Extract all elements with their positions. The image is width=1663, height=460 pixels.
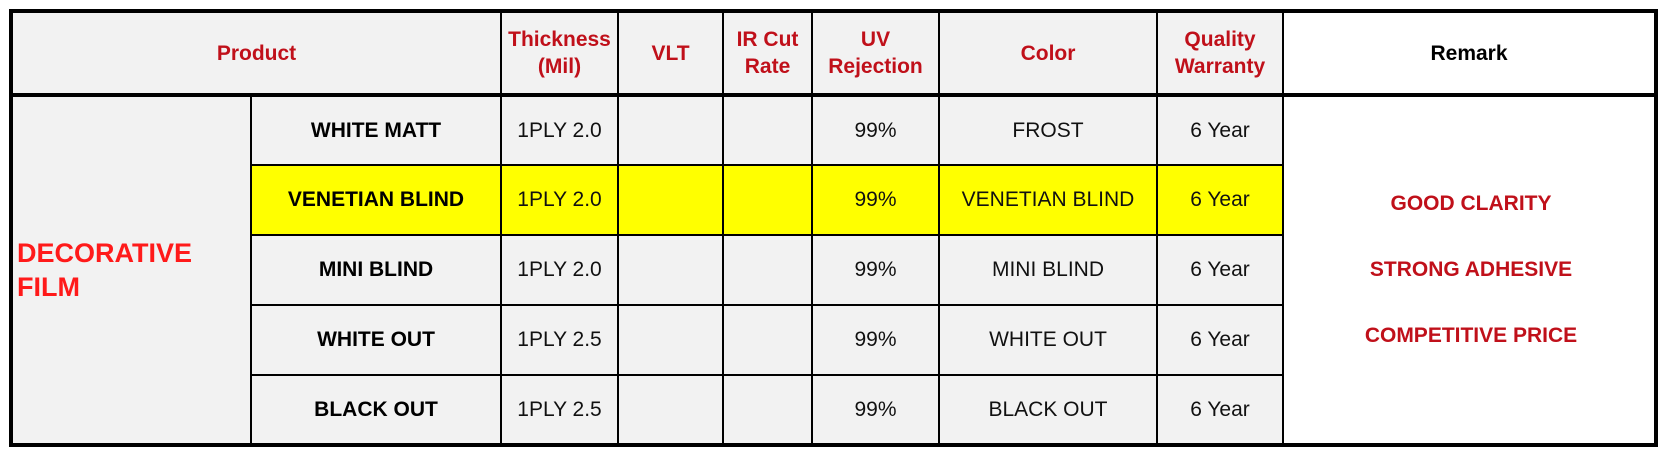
header-thickness: Thickness (Mil)	[500, 9, 619, 98]
vlt-cell	[617, 234, 724, 307]
thickness-cell: 1PLY 2.5	[500, 304, 619, 377]
thickness-cell: 1PLY 2.5	[500, 374, 619, 446]
warranty-cell: 6 Year	[1156, 234, 1284, 307]
header-ir-cut: IR Cut Rate	[722, 9, 813, 98]
table-row: BLACK OUT 1PLY 2.5 99% BLACK OUT 6 Year	[11, 374, 1656, 446]
product-name: BLACK OUT	[250, 374, 502, 446]
ir-cell	[722, 94, 813, 167]
uv-cell: 99%	[811, 304, 940, 377]
uv-cell: 99%	[811, 94, 940, 167]
vlt-cell	[617, 164, 724, 237]
warranty-cell: 6 Year	[1156, 164, 1284, 237]
product-name: WHITE OUT	[250, 304, 502, 377]
table-row-highlighted: VENETIAN BLIND 1PLY 2.0 99% VENETIAN BLI…	[11, 164, 1656, 237]
remark-item: GOOD CLARITY	[1390, 192, 1552, 216]
color-cell: BLACK OUT	[938, 374, 1158, 446]
header-color: Color	[938, 9, 1158, 98]
product-name: MINI BLIND	[250, 234, 502, 307]
color-cell: FROST	[938, 94, 1158, 167]
vlt-cell	[617, 304, 724, 377]
color-cell: MINI BLIND	[938, 234, 1158, 307]
product-spec-table: Product Thickness (Mil) VLT IR Cut Rate UV…	[9, 9, 1658, 447]
warranty-cell: 6 Year	[1156, 94, 1284, 167]
vlt-cell	[617, 374, 724, 446]
product-name: WHITE MATT	[250, 94, 502, 167]
ir-cell	[722, 234, 813, 307]
table-row: MINI BLIND 1PLY 2.0 99% MINI BLIND 6 Yea…	[11, 234, 1656, 307]
table-row: WHITE OUT 1PLY 2.5 99% WHITE OUT 6 Year	[11, 304, 1656, 377]
header-warranty: Quality Warranty	[1156, 9, 1284, 98]
ir-cell	[722, 164, 813, 237]
product-name: VENETIAN BLIND	[250, 164, 502, 237]
ir-cell	[722, 304, 813, 377]
table-row: DECORATIVE FILM WHITE MATT 1PLY 2.0 99% F…	[10, 94, 1657, 446]
vlt-cell	[617, 94, 724, 167]
header-product: Product	[10, 9, 502, 98]
header-row: Product Thickness (Mil) VLT IR Cut Rate UV…	[10, 9, 1657, 98]
color-cell: WHITE OUT	[938, 304, 1158, 377]
header-remark: Remark	[1282, 9, 1657, 98]
ir-cell	[722, 374, 813, 446]
warranty-cell: 6 Year	[1156, 304, 1284, 377]
remark-item: STRONG ADHESIVE	[1369, 258, 1573, 282]
remarks-cell: GOOD CLARITY STRONG ADHESIVE COMPETITIVE…	[1282, 94, 1657, 446]
remark-item: COMPETITIVE PRICE	[1364, 324, 1578, 348]
uv-cell: 99%	[811, 374, 940, 446]
header-uv-rejection: UV Rejection	[811, 9, 940, 98]
warranty-cell: 6 Year	[1156, 374, 1284, 446]
header-vlt: VLT	[617, 9, 724, 98]
thickness-cell: 1PLY 2.0	[500, 234, 619, 307]
color-cell: VENETIAN BLIND	[938, 164, 1158, 237]
group-label: DECORATIVE FILM	[10, 94, 252, 446]
thickness-cell: 1PLY 2.0	[500, 164, 619, 237]
uv-cell: 99%	[811, 234, 940, 307]
uv-cell: 99%	[811, 164, 940, 237]
thickness-cell: 1PLY 2.0	[500, 94, 619, 167]
